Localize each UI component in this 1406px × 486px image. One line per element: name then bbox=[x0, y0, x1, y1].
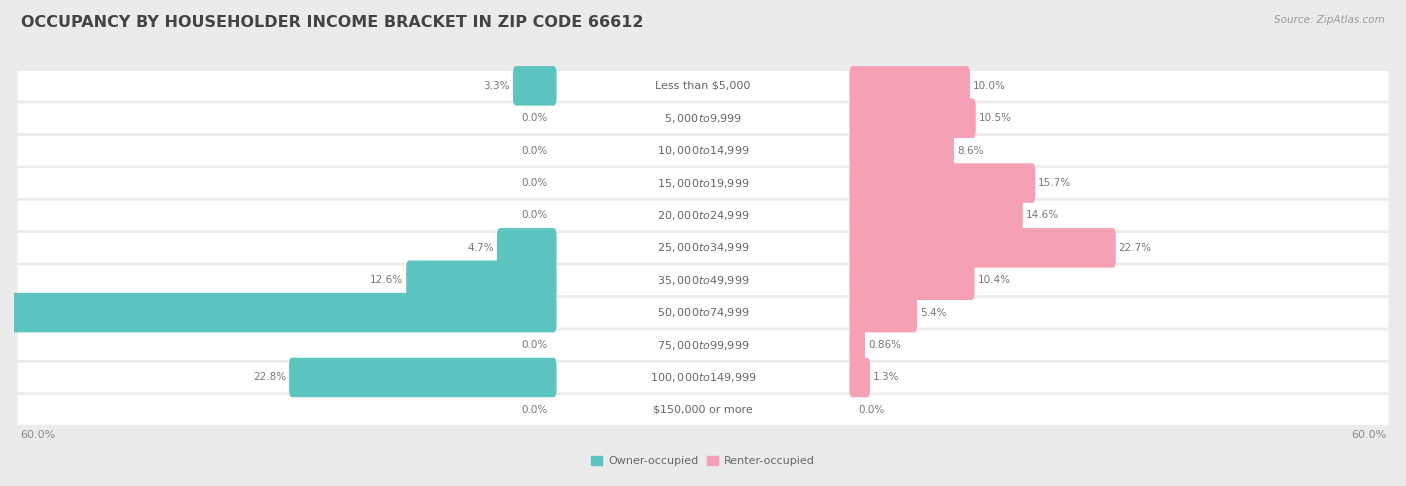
FancyBboxPatch shape bbox=[849, 293, 917, 332]
Text: 4.7%: 4.7% bbox=[468, 243, 494, 253]
FancyBboxPatch shape bbox=[17, 265, 1389, 295]
Text: 0.0%: 0.0% bbox=[522, 146, 548, 156]
Text: 8.6%: 8.6% bbox=[956, 146, 983, 156]
FancyBboxPatch shape bbox=[849, 66, 970, 105]
FancyBboxPatch shape bbox=[17, 201, 1389, 230]
FancyBboxPatch shape bbox=[17, 330, 1389, 360]
FancyBboxPatch shape bbox=[849, 325, 865, 365]
Text: $10,000 to $14,999: $10,000 to $14,999 bbox=[657, 144, 749, 157]
FancyBboxPatch shape bbox=[17, 136, 1389, 166]
Text: 5.4%: 5.4% bbox=[920, 308, 946, 318]
Text: $15,000 to $19,999: $15,000 to $19,999 bbox=[657, 176, 749, 190]
Text: 60.0%: 60.0% bbox=[1351, 430, 1386, 440]
FancyBboxPatch shape bbox=[17, 298, 1389, 328]
Text: $100,000 to $149,999: $100,000 to $149,999 bbox=[650, 371, 756, 384]
Text: 60.0%: 60.0% bbox=[20, 430, 55, 440]
FancyBboxPatch shape bbox=[17, 71, 1389, 101]
FancyBboxPatch shape bbox=[17, 233, 1389, 263]
Text: 0.0%: 0.0% bbox=[522, 210, 548, 221]
FancyBboxPatch shape bbox=[17, 363, 1389, 392]
Text: Less than $5,000: Less than $5,000 bbox=[655, 81, 751, 91]
Text: 0.0%: 0.0% bbox=[522, 340, 548, 350]
FancyBboxPatch shape bbox=[0, 293, 557, 332]
Text: 0.0%: 0.0% bbox=[858, 405, 884, 415]
Text: $20,000 to $24,999: $20,000 to $24,999 bbox=[657, 209, 749, 222]
Text: $75,000 to $99,999: $75,000 to $99,999 bbox=[657, 339, 749, 351]
Text: OCCUPANCY BY HOUSEHOLDER INCOME BRACKET IN ZIP CODE 66612: OCCUPANCY BY HOUSEHOLDER INCOME BRACKET … bbox=[21, 15, 644, 30]
FancyBboxPatch shape bbox=[849, 228, 1116, 268]
FancyBboxPatch shape bbox=[849, 163, 1035, 203]
FancyBboxPatch shape bbox=[849, 196, 1022, 235]
Text: 10.4%: 10.4% bbox=[977, 275, 1011, 285]
Text: Source: ZipAtlas.com: Source: ZipAtlas.com bbox=[1274, 15, 1385, 25]
Text: 10.5%: 10.5% bbox=[979, 113, 1011, 123]
Text: 22.8%: 22.8% bbox=[253, 372, 287, 382]
FancyBboxPatch shape bbox=[496, 228, 557, 268]
Text: 0.0%: 0.0% bbox=[522, 178, 548, 188]
FancyBboxPatch shape bbox=[849, 131, 953, 171]
Text: 22.7%: 22.7% bbox=[1119, 243, 1152, 253]
Text: $5,000 to $9,999: $5,000 to $9,999 bbox=[664, 112, 742, 125]
Text: 12.6%: 12.6% bbox=[370, 275, 404, 285]
Text: 1.3%: 1.3% bbox=[873, 372, 900, 382]
FancyBboxPatch shape bbox=[17, 104, 1389, 133]
Text: 10.0%: 10.0% bbox=[973, 81, 1005, 91]
Text: 14.6%: 14.6% bbox=[1025, 210, 1059, 221]
FancyBboxPatch shape bbox=[406, 260, 557, 300]
Text: 0.86%: 0.86% bbox=[868, 340, 901, 350]
FancyBboxPatch shape bbox=[849, 260, 974, 300]
Text: 0.0%: 0.0% bbox=[522, 405, 548, 415]
Text: $50,000 to $74,999: $50,000 to $74,999 bbox=[657, 306, 749, 319]
Legend: Owner-occupied, Renter-occupied: Owner-occupied, Renter-occupied bbox=[592, 455, 814, 466]
Text: $25,000 to $34,999: $25,000 to $34,999 bbox=[657, 242, 749, 254]
FancyBboxPatch shape bbox=[290, 358, 557, 397]
Text: 3.3%: 3.3% bbox=[484, 81, 510, 91]
Text: $150,000 or more: $150,000 or more bbox=[654, 405, 752, 415]
FancyBboxPatch shape bbox=[513, 66, 557, 105]
FancyBboxPatch shape bbox=[849, 99, 976, 138]
FancyBboxPatch shape bbox=[849, 358, 870, 397]
FancyBboxPatch shape bbox=[17, 168, 1389, 198]
Text: 15.7%: 15.7% bbox=[1038, 178, 1071, 188]
Text: $35,000 to $49,999: $35,000 to $49,999 bbox=[657, 274, 749, 287]
FancyBboxPatch shape bbox=[17, 395, 1389, 425]
Text: 0.0%: 0.0% bbox=[522, 113, 548, 123]
